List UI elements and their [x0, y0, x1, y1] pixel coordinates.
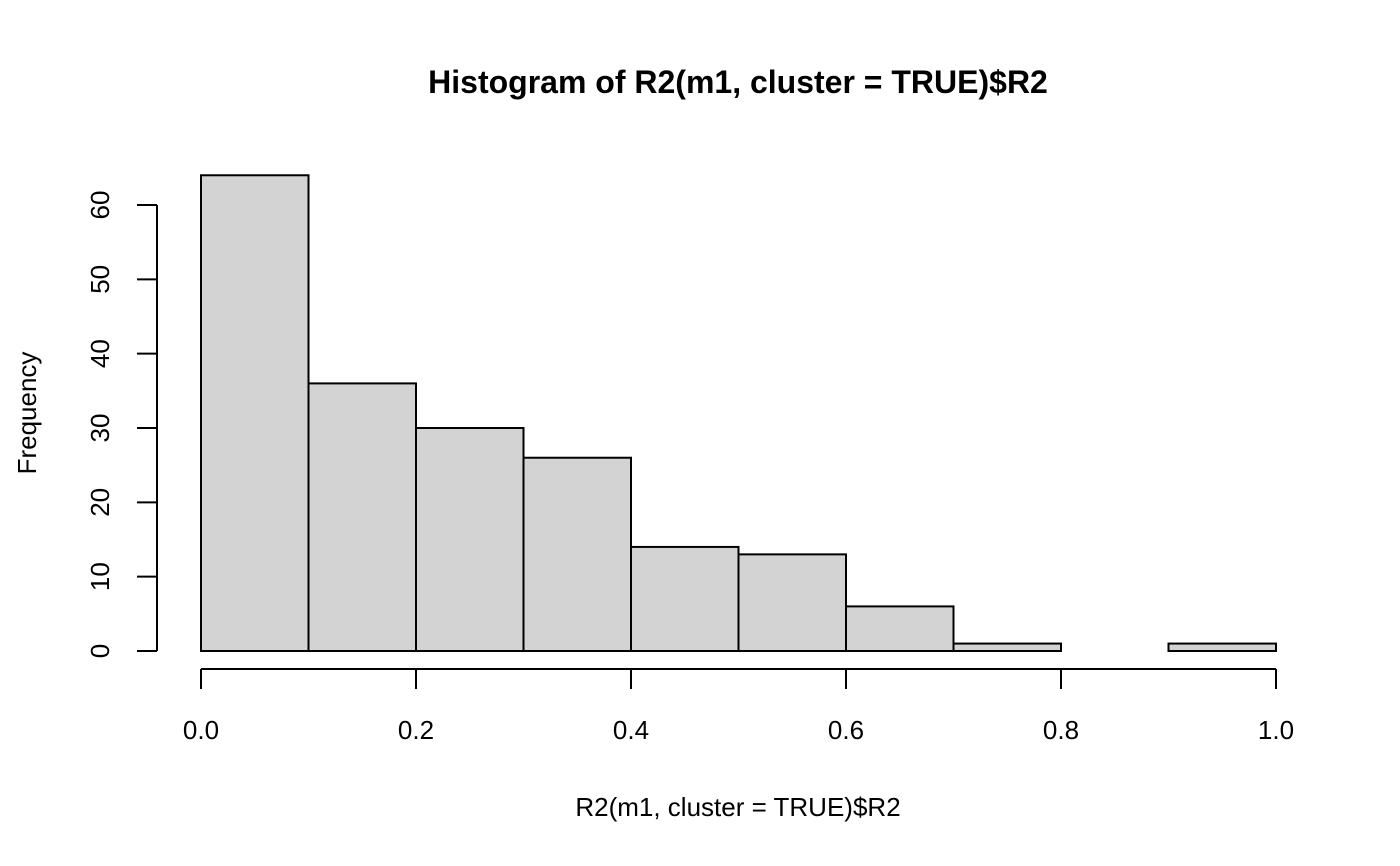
histogram-bar-4 — [630, 545, 740, 653]
y-tick-label-5: 50 — [85, 265, 115, 294]
y-tick-label-1: 10 — [85, 562, 115, 591]
y-axis-label: Frequency — [12, 352, 42, 475]
x-tick-label-5: 1.0 — [1258, 715, 1294, 745]
y-tick-label-3: 30 — [85, 414, 115, 443]
histogram-bar-2 — [415, 427, 525, 652]
x-tick-label-1: 0.2 — [398, 715, 434, 745]
histogram-bar-6 — [845, 605, 955, 653]
histogram-bar-3 — [522, 456, 632, 652]
y-tick-label-2: 20 — [85, 488, 115, 517]
y-tick-label-6: 60 — [85, 191, 115, 220]
chart-title: Histogram of R2(m1, cluster = TRUE)$R2 — [428, 64, 1048, 100]
histogram-bar-9 — [1167, 642, 1277, 652]
x-tick-label-3: 0.6 — [828, 715, 864, 745]
x-tick-label-2: 0.4 — [613, 715, 649, 745]
y-tick-label-0: 0 — [85, 644, 115, 658]
histogram-bar-5 — [737, 553, 847, 652]
y-axis: 0 10 20 30 40 50 60 — [85, 191, 158, 658]
histogram-bar-1 — [307, 382, 417, 652]
bars-group — [200, 174, 1277, 653]
histogram-bar-7 — [952, 642, 1062, 652]
x-tick-label-0: 0.0 — [183, 715, 219, 745]
x-axis: 0.0 0.2 0.4 0.6 0.8 1.0 — [183, 668, 1294, 745]
y-tick-label-4: 40 — [85, 339, 115, 368]
x-axis-label: R2(m1, cluster = TRUE)$R2 — [575, 792, 900, 822]
histogram-bar-0 — [200, 174, 310, 652]
x-tick-label-4: 0.8 — [1043, 715, 1079, 745]
